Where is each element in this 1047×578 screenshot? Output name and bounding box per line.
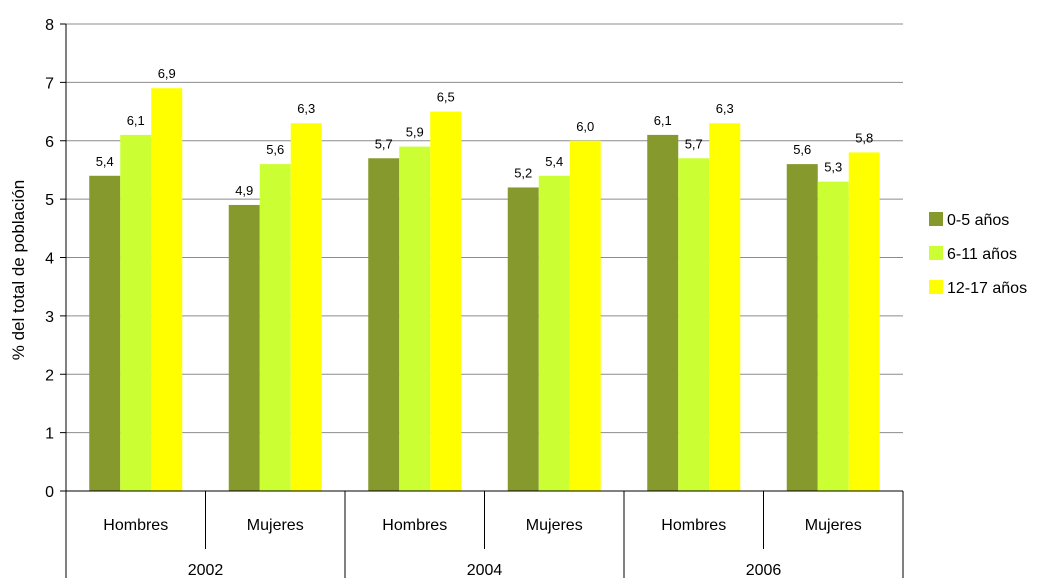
bar-value-label: 5,6: [266, 142, 284, 157]
bar-value-label: 6,1: [127, 113, 145, 128]
legend-swatch: [929, 280, 943, 294]
bar: [290, 123, 322, 492]
bar-value-label: 5,7: [375, 136, 393, 151]
bar: [120, 134, 152, 491]
y-tick-label: 6: [45, 134, 54, 151]
y-tick-label: 3: [45, 309, 54, 326]
y-tick-label: 4: [45, 251, 54, 268]
bar: [569, 140, 601, 491]
bar-value-label: 5,9: [406, 125, 424, 140]
bars: 5,4 6,1 6,9 4,9 5,6 6,3 5,7 5,9 6,5 5,2 5,4 6,0 6,1 5…: [89, 66, 880, 492]
bar: [678, 158, 710, 491]
bar-value-label: 6,5: [437, 90, 455, 105]
x-category-label: Hombres: [661, 517, 726, 534]
x-category-label: Mujeres: [805, 517, 862, 534]
bar-value-label: 6,9: [158, 66, 176, 81]
bar-value-label: 6,3: [716, 101, 734, 116]
x-category-label: Mujeres: [247, 517, 304, 534]
y-tick-label: 7: [45, 75, 54, 92]
x-category-label: Hombres: [103, 517, 168, 534]
y-tick-label: 0: [45, 484, 54, 501]
x-category-label: Mujeres: [526, 517, 583, 534]
bar: [89, 175, 121, 491]
bar-value-label: 6,0: [576, 119, 594, 134]
x-category-label: Hombres: [382, 517, 447, 534]
y-tick-label: 2: [45, 367, 54, 384]
x-group-label: 2004: [467, 562, 503, 578]
bar: [368, 158, 400, 491]
bar-value-label: 6,3: [297, 101, 315, 116]
bar: [399, 146, 431, 491]
bar: [786, 164, 818, 491]
y-tick-labels: 0 1 2 3 4 5 6 7 8: [45, 17, 54, 501]
x-group-label: 2006: [746, 562, 782, 578]
bar: [647, 134, 679, 491]
bar: [228, 204, 260, 491]
bar: [848, 152, 880, 492]
bar-value-label: 5,4: [545, 154, 563, 169]
x-category-labels: Hombres Mujeres Hombres Mujeres Hombres Mujer…: [103, 517, 861, 578]
bar-value-label: 4,9: [235, 183, 253, 198]
bar: [709, 123, 741, 492]
bar: [538, 175, 570, 491]
bar-value-label: 5,4: [96, 154, 114, 169]
bar-value-label: 5,7: [685, 136, 703, 151]
y-axis-label: % del total de población: [9, 180, 28, 361]
y-tick-label: 8: [45, 17, 54, 34]
legend-label: 0-5 años: [947, 212, 1009, 229]
legend-label: 12-17 años: [947, 280, 1027, 297]
bar-value-label: 6,1: [654, 113, 672, 128]
y-tick-label: 5: [45, 192, 54, 209]
bar: [151, 88, 183, 492]
bar-value-label: 5,6: [793, 142, 811, 157]
bar: [259, 164, 291, 491]
axes: [60, 23, 904, 578]
bar: [817, 181, 849, 492]
bar: [430, 111, 462, 491]
legend-swatch: [929, 246, 943, 260]
y-tick-label: 1: [45, 426, 54, 443]
bar-value-label: 5,8: [855, 130, 873, 145]
legend: 0-5 años 6-11 años 12-17 años: [929, 212, 1027, 297]
legend-label: 6-11 años: [947, 246, 1017, 263]
bar-value-label: 5,2: [514, 165, 532, 180]
bar-value-label: 5,3: [824, 160, 842, 175]
legend-swatch: [929, 212, 943, 226]
bar: [507, 187, 539, 491]
x-group-label: 2002: [188, 562, 224, 578]
gridlines: [66, 23, 903, 434]
